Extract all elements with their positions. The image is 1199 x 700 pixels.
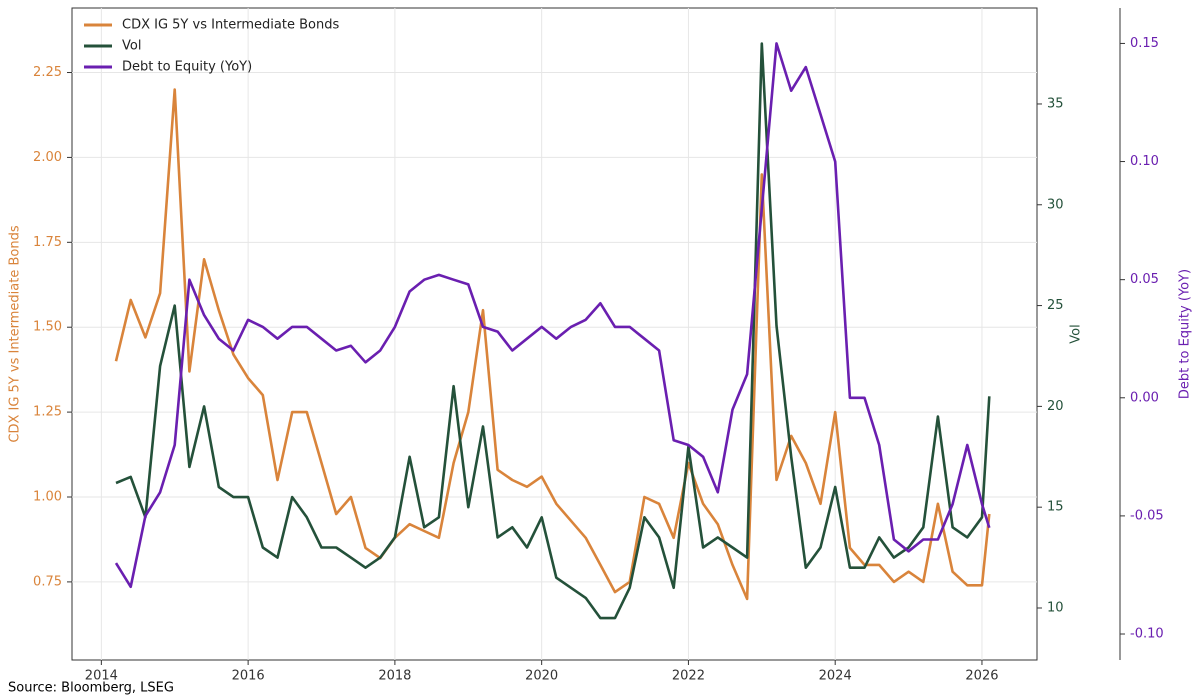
y-tick-label: 0.05 <box>1130 272 1159 287</box>
x-tick-label: 2018 <box>378 669 411 684</box>
plot-frame <box>71 7 1038 661</box>
y-tick-label: 0.75 <box>33 574 62 589</box>
y-tick-label: 1.75 <box>33 235 62 250</box>
y-tick-label: 2.00 <box>33 150 62 165</box>
series-line <box>115 42 991 620</box>
y-tick-label: 35 <box>1047 96 1064 111</box>
series-line <box>114 88 991 601</box>
legend-label: Vol <box>122 39 141 54</box>
y-tick-label: 1.00 <box>33 490 62 505</box>
y-tick-label: 0.00 <box>1130 390 1159 405</box>
y-tick-label: -0.10 <box>1130 627 1164 642</box>
y-tick-label: 1.25 <box>33 405 62 420</box>
y-tick-label: 0.10 <box>1130 154 1159 169</box>
axis-label: CDX IG 5Y vs Intermediate Bonds <box>8 225 23 442</box>
legend-label: CDX IG 5Y vs Intermediate Bonds <box>122 18 339 33</box>
y-tick-label: 25 <box>1047 298 1064 313</box>
y-tick-label: 15 <box>1047 500 1064 515</box>
y-tick-label: 1.50 <box>33 320 62 335</box>
y-tick-label: 0.15 <box>1130 36 1159 51</box>
axis-label: Vol <box>1069 324 1084 343</box>
x-tick-label: 2016 <box>232 669 265 684</box>
axis-label: Debt to Equity (YoY) <box>1178 269 1193 399</box>
x-tick-label: 2026 <box>965 669 998 684</box>
source-note: Source: Bloomberg, LSEG <box>8 681 174 696</box>
x-tick-label: 2022 <box>672 669 705 684</box>
x-tick-label: 2014 <box>85 669 118 684</box>
y-tick-label: 30 <box>1047 197 1064 212</box>
x-tick-label: 2020 <box>525 669 558 684</box>
y-tick-label: -0.05 <box>1130 508 1164 523</box>
y-tick-label: 2.25 <box>33 65 62 80</box>
y-tick-label: 10 <box>1047 600 1064 615</box>
legend-label: Debt to Equity (YoY) <box>122 60 252 75</box>
y-tick-label: 20 <box>1047 399 1064 414</box>
x-tick-label: 2024 <box>819 669 852 684</box>
series-line <box>114 42 991 589</box>
